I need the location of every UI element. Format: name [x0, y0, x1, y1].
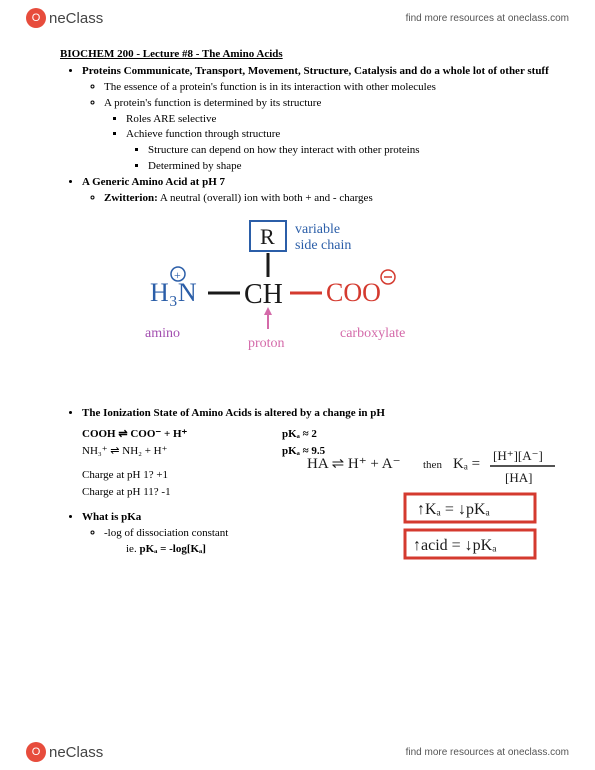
- zwitterion-def: A neutral (overall) ion with both + and …: [160, 192, 373, 204]
- bullet: A protein's function is determined by it…: [104, 96, 555, 111]
- section4-heading: What is pKa: [82, 511, 141, 523]
- document-body: BIOCHEM 200 - Lecture #8 - The Amino Aci…: [60, 48, 555, 558]
- bullet: Determined by shape: [148, 159, 555, 174]
- logo-text: neClass: [49, 10, 103, 27]
- diagram-proton-label: proton: [248, 336, 285, 351]
- page-footer: O neClass find more resources at oneclas…: [0, 734, 595, 770]
- diagram-sidechain: side chain: [295, 238, 351, 253]
- diagram-coo: COO: [326, 278, 381, 307]
- logo-bubble-icon: O: [26, 742, 46, 762]
- diagram-r: R: [260, 224, 275, 249]
- page-header: O neClass find more resources at oneclas…: [0, 0, 595, 36]
- diagram-carboxylate-label: carboxylate: [340, 326, 405, 341]
- logo-text: neClass: [49, 744, 103, 761]
- bullet: Roles ARE selective: [126, 112, 555, 127]
- section3-heading: The Ionization State of Amino Acids is a…: [82, 407, 385, 419]
- logo-bubble-icon: O: [26, 8, 46, 28]
- ka-eq: HA ⇌ H⁺ + A⁻: [307, 456, 401, 472]
- relation-box2: ↑acid = ↓pKₐ: [413, 537, 497, 554]
- section1-heading: Proteins Communicate, Transport, Movemen…: [82, 65, 549, 77]
- relation-box1: ↑Kₐ = ↓pKₐ: [417, 501, 491, 518]
- diagram-ch: CH: [244, 279, 283, 310]
- svg-text:+: +: [174, 268, 181, 282]
- bullet: The essence of a protein's function is i…: [104, 80, 555, 95]
- header-tagline: find more resources at oneclass.com: [406, 13, 569, 24]
- pka-value: pKₐ ≈ 2: [282, 426, 317, 443]
- ka-frac-bot: [HA]: [505, 470, 532, 485]
- amino-acid-diagram: R variable side chain H₃N + CH COO amino…: [140, 219, 440, 369]
- equation: COOH ⇌ COO⁻ + H⁺: [82, 426, 252, 443]
- bullet: Achieve function through structure: [126, 127, 555, 142]
- equation: NH₃⁺ ⇌ NH₂ + H⁺: [82, 443, 252, 460]
- diagram-variable: variable: [295, 222, 340, 237]
- pka-formula: pKₐ = -log[Kₐ]: [139, 543, 205, 555]
- diagram-h3n: H₃N: [150, 278, 197, 307]
- bullet: Structure can depend on how they interac…: [148, 143, 555, 158]
- ka-derivation-diagram: HA ⇌ H⁺ + A⁻ then Kₐ = [H⁺][A⁻] [HA] ↑Kₐ…: [305, 448, 565, 568]
- ka-label: Kₐ =: [453, 456, 480, 472]
- footer-tagline: find more resources at oneclass.com: [406, 747, 569, 758]
- brand-logo: O neClass: [26, 742, 103, 762]
- zwitterion-label: Zwitterion:: [104, 192, 158, 204]
- diagram-amino-label: amino: [145, 326, 180, 341]
- page-title: BIOCHEM 200 - Lecture #8 - The Amino Aci…: [60, 48, 555, 60]
- ie-label: ie.: [126, 543, 139, 555]
- section2-heading: A Generic Amino Acid at pH 7: [82, 176, 225, 188]
- brand-logo: O neClass: [26, 8, 103, 28]
- ka-then: then: [423, 459, 442, 471]
- ka-frac-top: [H⁺][A⁻]: [493, 448, 543, 463]
